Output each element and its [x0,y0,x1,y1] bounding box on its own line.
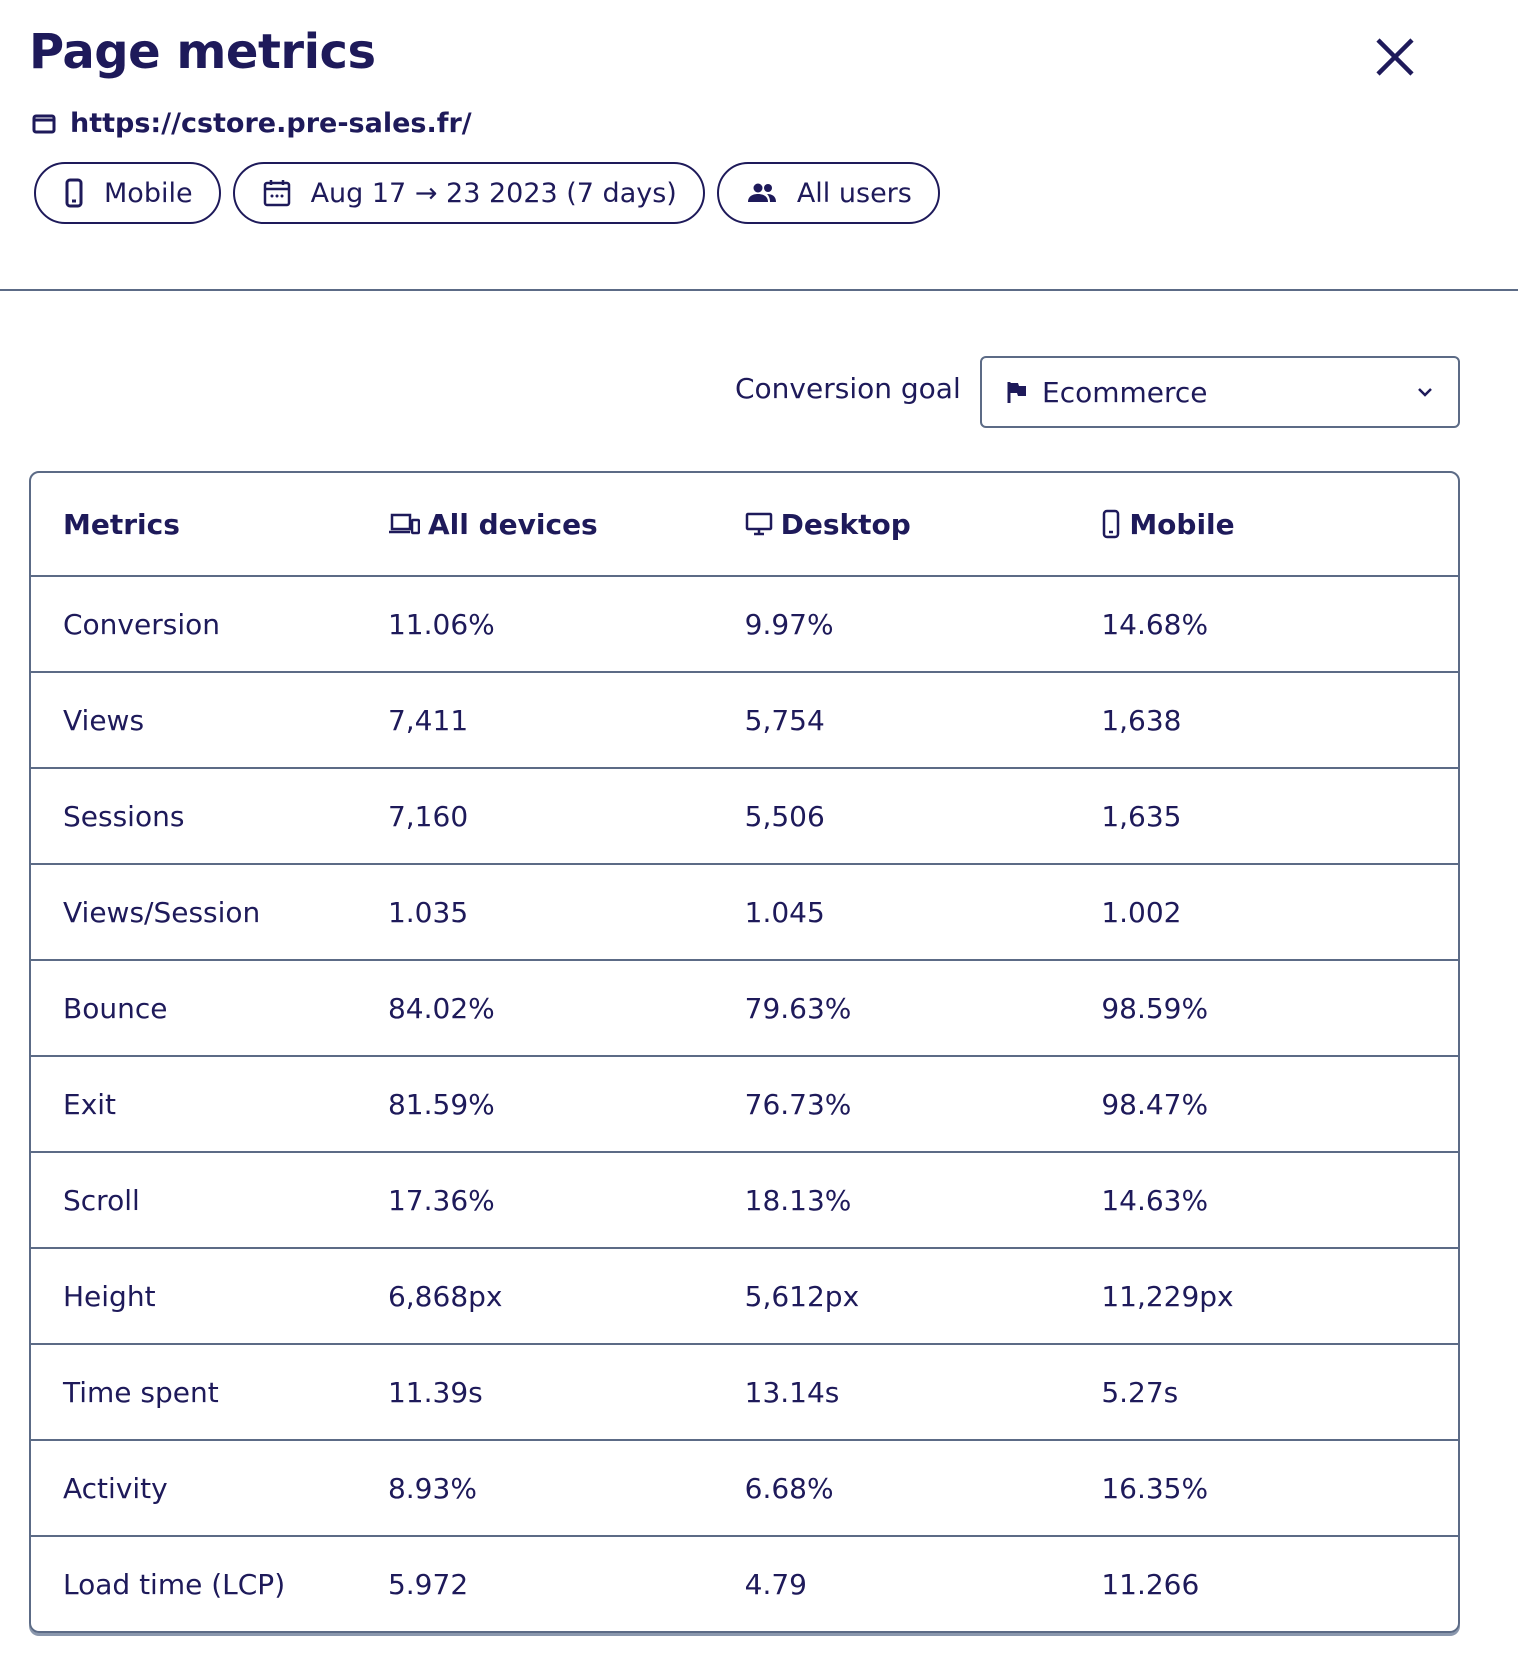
table-row: Activity 8.93% 6.68% 16.35% [31,1439,1458,1535]
metric-value: 1,638 [1101,703,1182,737]
chip-label: Aug 17 → 23 2023 (7 days) [310,177,677,209]
header-cell: All devices [388,508,745,541]
divider [0,289,1518,291]
metric-value: 1.045 [744,895,825,929]
metric-name: Scroll [63,1183,140,1217]
chip-label: All users [796,177,912,209]
column-label: Mobile [1129,507,1235,541]
metric-value: 5,612px [744,1279,860,1313]
metric-name: Activity [63,1471,168,1505]
metric-value: 11.39s [387,1375,483,1409]
users-icon [747,183,776,202]
metric-value: 14.63% [1101,1183,1209,1217]
metric-value: 13.14s [744,1375,840,1409]
metric-name: Views/Session [63,895,261,929]
mobile-icon [65,178,83,208]
metric-value: 8.93% [387,1471,477,1505]
metric-value: 14.68% [1101,607,1209,641]
metric-value: 1.002 [1101,895,1182,929]
table-row: Bounce 84.02% 79.63% 98.59% [31,959,1458,1055]
metric-name: Load time (LCP) [63,1567,286,1601]
page-icon [32,114,56,133]
url-text: https://cstore.pre-sales.fr/ [70,108,472,139]
metric-value: 7,411 [387,703,469,737]
metric-value: 1.035 [387,895,469,929]
goal-value: Ecommerce [1042,375,1208,409]
column-label: Desktop [780,507,911,541]
close-button[interactable] [1374,36,1416,78]
header-cell: Desktop [745,508,1102,541]
table-row: Sessions 7,160 5,506 1,635 [31,767,1458,863]
header-cell: Metrics [31,508,388,541]
table-row: Conversion 11.06% 9.97% 14.68% [31,575,1458,671]
column-label: All devices [427,507,598,541]
metric-name: Height [63,1279,156,1313]
metric-value: 11.06% [387,607,495,641]
device-chip[interactable]: Mobile [34,162,221,224]
table-row: Height 6,868px 5,612px 11,229px [31,1247,1458,1343]
metric-value: 1,635 [1101,799,1182,833]
metric-value: 98.59% [1101,991,1209,1025]
calendar-icon [263,180,290,207]
table-row: Load time (LCP) 5.972 4.79 11.266 [31,1535,1458,1631]
metric-value: 5,754 [744,703,825,737]
header-row: Metrics All devices Desktop Mobile [31,473,1458,575]
panel-title: Page metrics [29,24,376,80]
metric-value: 5,506 [744,799,825,833]
chevron [1418,388,1432,397]
metric-name: Conversion [63,607,220,641]
table-row: Exit 81.59% 76.73% 98.47% [31,1055,1458,1151]
metric-name: Views [63,703,145,737]
metric-value: 4.79 [744,1567,807,1601]
metric-value: 81.59% [387,1087,495,1121]
metric-name: Bounce [63,991,168,1025]
column-label: Metrics [63,507,180,541]
metric-value: 98.47% [1101,1087,1209,1121]
metric-value: 7,160 [387,799,469,833]
devices-icon [388,513,420,535]
table-row: Views 7,411 5,754 1,638 [31,671,1458,767]
mobile-icon [1103,509,1120,539]
flag-icon [1007,382,1026,403]
header-cell: Mobile [1101,508,1458,541]
metric-value: 5.972 [387,1567,469,1601]
metric-value: 5.27s [1101,1375,1179,1409]
metric-value: 18.13% [744,1183,852,1217]
chip-label: Mobile [104,177,193,209]
metric-value: 11,229px [1101,1279,1234,1313]
metric-value: 79.63% [744,991,852,1025]
metrics-table: Metrics All devices Desktop Mobile Conversio… [29,471,1460,1633]
desktop-icon [745,512,772,536]
metric-value: 17.36% [387,1183,495,1217]
metric-name: Sessions [63,799,185,833]
users-chip[interactable]: All users [716,162,940,224]
metric-value: 9.97% [744,607,834,641]
metric-value: 11.266 [1101,1567,1200,1601]
filter-chips: Mobile Aug 17 → 23 2023 (7 days) All use… [34,162,940,224]
metric-value: 16.35% [1101,1471,1209,1505]
goal-label: Conversion goal [735,372,961,405]
metric-value: 76.73% [744,1087,852,1121]
date-chip[interactable]: Aug 17 → 23 2023 (7 days) [232,162,705,224]
table-row: Scroll 17.36% 18.13% 14.63% [31,1151,1458,1247]
metric-value: 6,868px [387,1279,503,1313]
metric-value: 84.02% [387,991,495,1025]
goal-select[interactable]: Ecommerce [980,356,1460,428]
metric-name: Exit [63,1087,117,1121]
page-url: https://cstore.pre-sales.fr/ [32,108,472,139]
metric-value: 6.68% [744,1471,834,1505]
table-row: Time spent 11.39s 13.14s 5.27s [31,1343,1458,1439]
metric-name: Time spent [63,1375,219,1409]
table-row: Views/Session 1.035 1.045 1.002 [31,863,1458,959]
